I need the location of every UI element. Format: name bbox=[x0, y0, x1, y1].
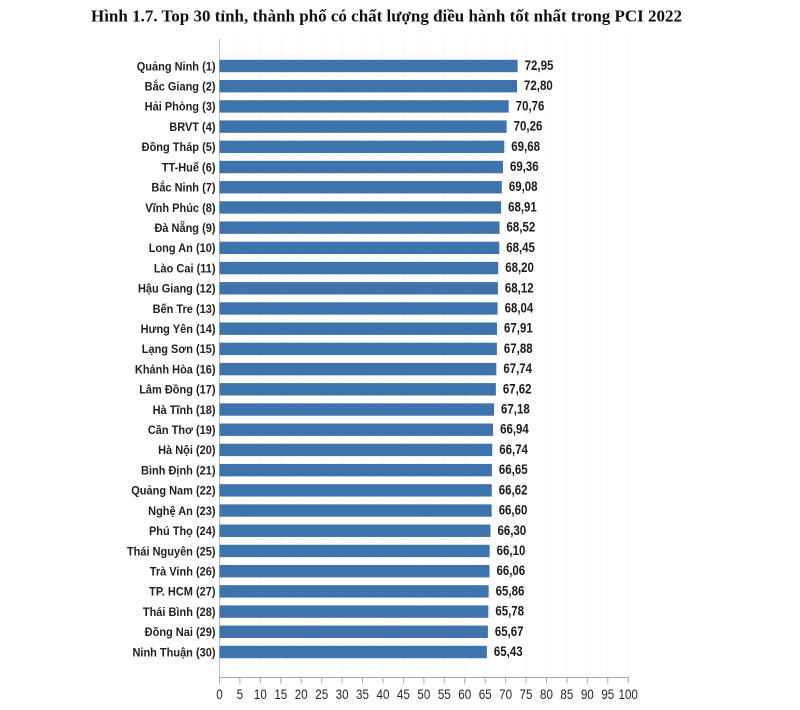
svg-text:Đồng Nai (29): Đồng Nai (29) bbox=[145, 627, 216, 639]
svg-text:69,36: 69,36 bbox=[510, 158, 539, 174]
svg-text:65,86: 65,86 bbox=[496, 582, 525, 598]
svg-text:Bình Định (21): Bình Định (21) bbox=[141, 465, 216, 477]
svg-text:75: 75 bbox=[520, 686, 533, 702]
svg-text:20: 20 bbox=[295, 686, 308, 702]
svg-text:66,65: 66,65 bbox=[499, 461, 528, 477]
svg-text:67,18: 67,18 bbox=[501, 400, 530, 416]
svg-text:100: 100 bbox=[619, 686, 638, 702]
svg-text:TP. HCM (27): TP. HCM (27) bbox=[149, 586, 216, 598]
svg-text:69,08: 69,08 bbox=[509, 178, 538, 194]
svg-text:72,95: 72,95 bbox=[525, 57, 554, 73]
svg-text:30: 30 bbox=[336, 686, 349, 702]
svg-text:Khánh Hòa (16): Khánh Hòa (16) bbox=[135, 364, 216, 376]
svg-text:35: 35 bbox=[356, 686, 369, 702]
svg-text:67,74: 67,74 bbox=[503, 360, 532, 376]
svg-text:95: 95 bbox=[601, 686, 614, 702]
svg-text:66,74: 66,74 bbox=[499, 441, 528, 457]
svg-text:Lào Cai (11): Lào Cai (11) bbox=[154, 263, 216, 275]
svg-text:90: 90 bbox=[581, 686, 594, 702]
svg-text:0: 0 bbox=[216, 686, 222, 702]
svg-text:70,26: 70,26 bbox=[514, 117, 543, 133]
svg-text:66,06: 66,06 bbox=[496, 562, 525, 578]
svg-text:69,68: 69,68 bbox=[511, 138, 540, 154]
svg-text:68,45: 68,45 bbox=[506, 239, 535, 255]
svg-text:Quảng Ninh (1): Quảng Ninh (1) bbox=[137, 61, 216, 73]
svg-text:Long An (10): Long An (10) bbox=[149, 243, 216, 255]
svg-text:Hải Phòng (3): Hải Phòng (3) bbox=[145, 101, 216, 113]
svg-text:Hưng Yên (14): Hưng Yên (14) bbox=[141, 324, 216, 336]
svg-text:Thái Nguyên (25): Thái Nguyên (25) bbox=[127, 546, 216, 558]
svg-text:Hà Tĩnh (18): Hà Tĩnh (18) bbox=[153, 405, 216, 417]
svg-text:TT-Huế (6): TT-Huế (6) bbox=[162, 162, 216, 174]
svg-text:Bến Tre (13): Bến Tre (13) bbox=[153, 304, 216, 316]
svg-text:Vĩnh Phúc (8): Vĩnh Phúc (8) bbox=[145, 202, 215, 214]
svg-text:Nghệ An (23): Nghệ An (23) bbox=[148, 506, 216, 518]
svg-text:60: 60 bbox=[458, 686, 471, 702]
svg-text:66,60: 66,60 bbox=[499, 501, 528, 517]
svg-text:68,04: 68,04 bbox=[505, 299, 534, 315]
svg-text:70: 70 bbox=[499, 686, 512, 702]
svg-text:55: 55 bbox=[438, 686, 451, 702]
svg-text:10: 10 bbox=[254, 686, 267, 702]
svg-text:Bắc Ninh (7): Bắc Ninh (7) bbox=[151, 181, 215, 194]
svg-text:5: 5 bbox=[237, 686, 243, 702]
svg-text:Quảng Nam (22): Quảng Nam (22) bbox=[131, 485, 215, 497]
svg-text:Lâm Đồng (17): Lâm Đồng (17) bbox=[139, 384, 216, 396]
svg-text:Ninh Thuận (30): Ninh Thuận (30) bbox=[132, 647, 215, 659]
svg-text:67,62: 67,62 bbox=[503, 380, 532, 396]
svg-text:67,88: 67,88 bbox=[504, 340, 533, 356]
svg-text:66,30: 66,30 bbox=[497, 522, 526, 538]
svg-text:68,52: 68,52 bbox=[507, 219, 536, 235]
svg-text:65,67: 65,67 bbox=[495, 623, 524, 639]
svg-text:68,20: 68,20 bbox=[505, 259, 534, 275]
svg-text:Trà Vinh (26): Trà Vinh (26) bbox=[150, 566, 216, 578]
svg-text:45: 45 bbox=[397, 686, 410, 702]
svg-text:68,91: 68,91 bbox=[508, 198, 537, 214]
svg-text:Thái Bình (28): Thái Bình (28) bbox=[143, 607, 216, 619]
svg-text:67,91: 67,91 bbox=[504, 320, 533, 336]
svg-text:Hà Nội (20): Hà Nội (20) bbox=[158, 445, 216, 457]
svg-text:66,94: 66,94 bbox=[500, 421, 529, 437]
svg-text:65: 65 bbox=[479, 686, 492, 702]
svg-text:Đồng Tháp (5): Đồng Tháp (5) bbox=[142, 142, 216, 154]
svg-text:70,76: 70,76 bbox=[516, 97, 545, 113]
svg-text:72,80: 72,80 bbox=[524, 77, 553, 93]
svg-text:80: 80 bbox=[540, 686, 553, 702]
svg-text:40: 40 bbox=[377, 686, 390, 702]
svg-text:15: 15 bbox=[274, 686, 287, 702]
svg-text:66,10: 66,10 bbox=[497, 542, 526, 558]
svg-text:85: 85 bbox=[560, 686, 573, 702]
svg-text:BRVT (4): BRVT (4) bbox=[169, 122, 215, 134]
svg-text:Bắc Giang (2): Bắc Giang (2) bbox=[145, 80, 216, 93]
svg-text:Phú Thọ (24): Phú Thọ (24) bbox=[149, 526, 216, 538]
svg-text:68,12: 68,12 bbox=[505, 279, 534, 295]
svg-text:66,62: 66,62 bbox=[499, 481, 528, 497]
svg-text:50: 50 bbox=[417, 686, 430, 702]
svg-text:Đà Nẵng (9): Đà Nẵng (9) bbox=[154, 222, 215, 235]
svg-text:Hậu Giang (12): Hậu Giang (12) bbox=[138, 283, 216, 295]
svg-text:Lạng Sơn (15): Lạng Sơn (15) bbox=[142, 344, 216, 356]
svg-text:65,78: 65,78 bbox=[495, 602, 524, 618]
svg-text:65,43: 65,43 bbox=[494, 643, 523, 659]
svg-text:25: 25 bbox=[315, 686, 328, 702]
svg-text:Hình 1.7. Top 30 tỉnh, thành p: Hình 1.7. Top 30 tỉnh, thành phố có chất… bbox=[91, 7, 682, 26]
svg-text:Cần Thơ (19): Cần Thơ (19) bbox=[148, 425, 216, 437]
